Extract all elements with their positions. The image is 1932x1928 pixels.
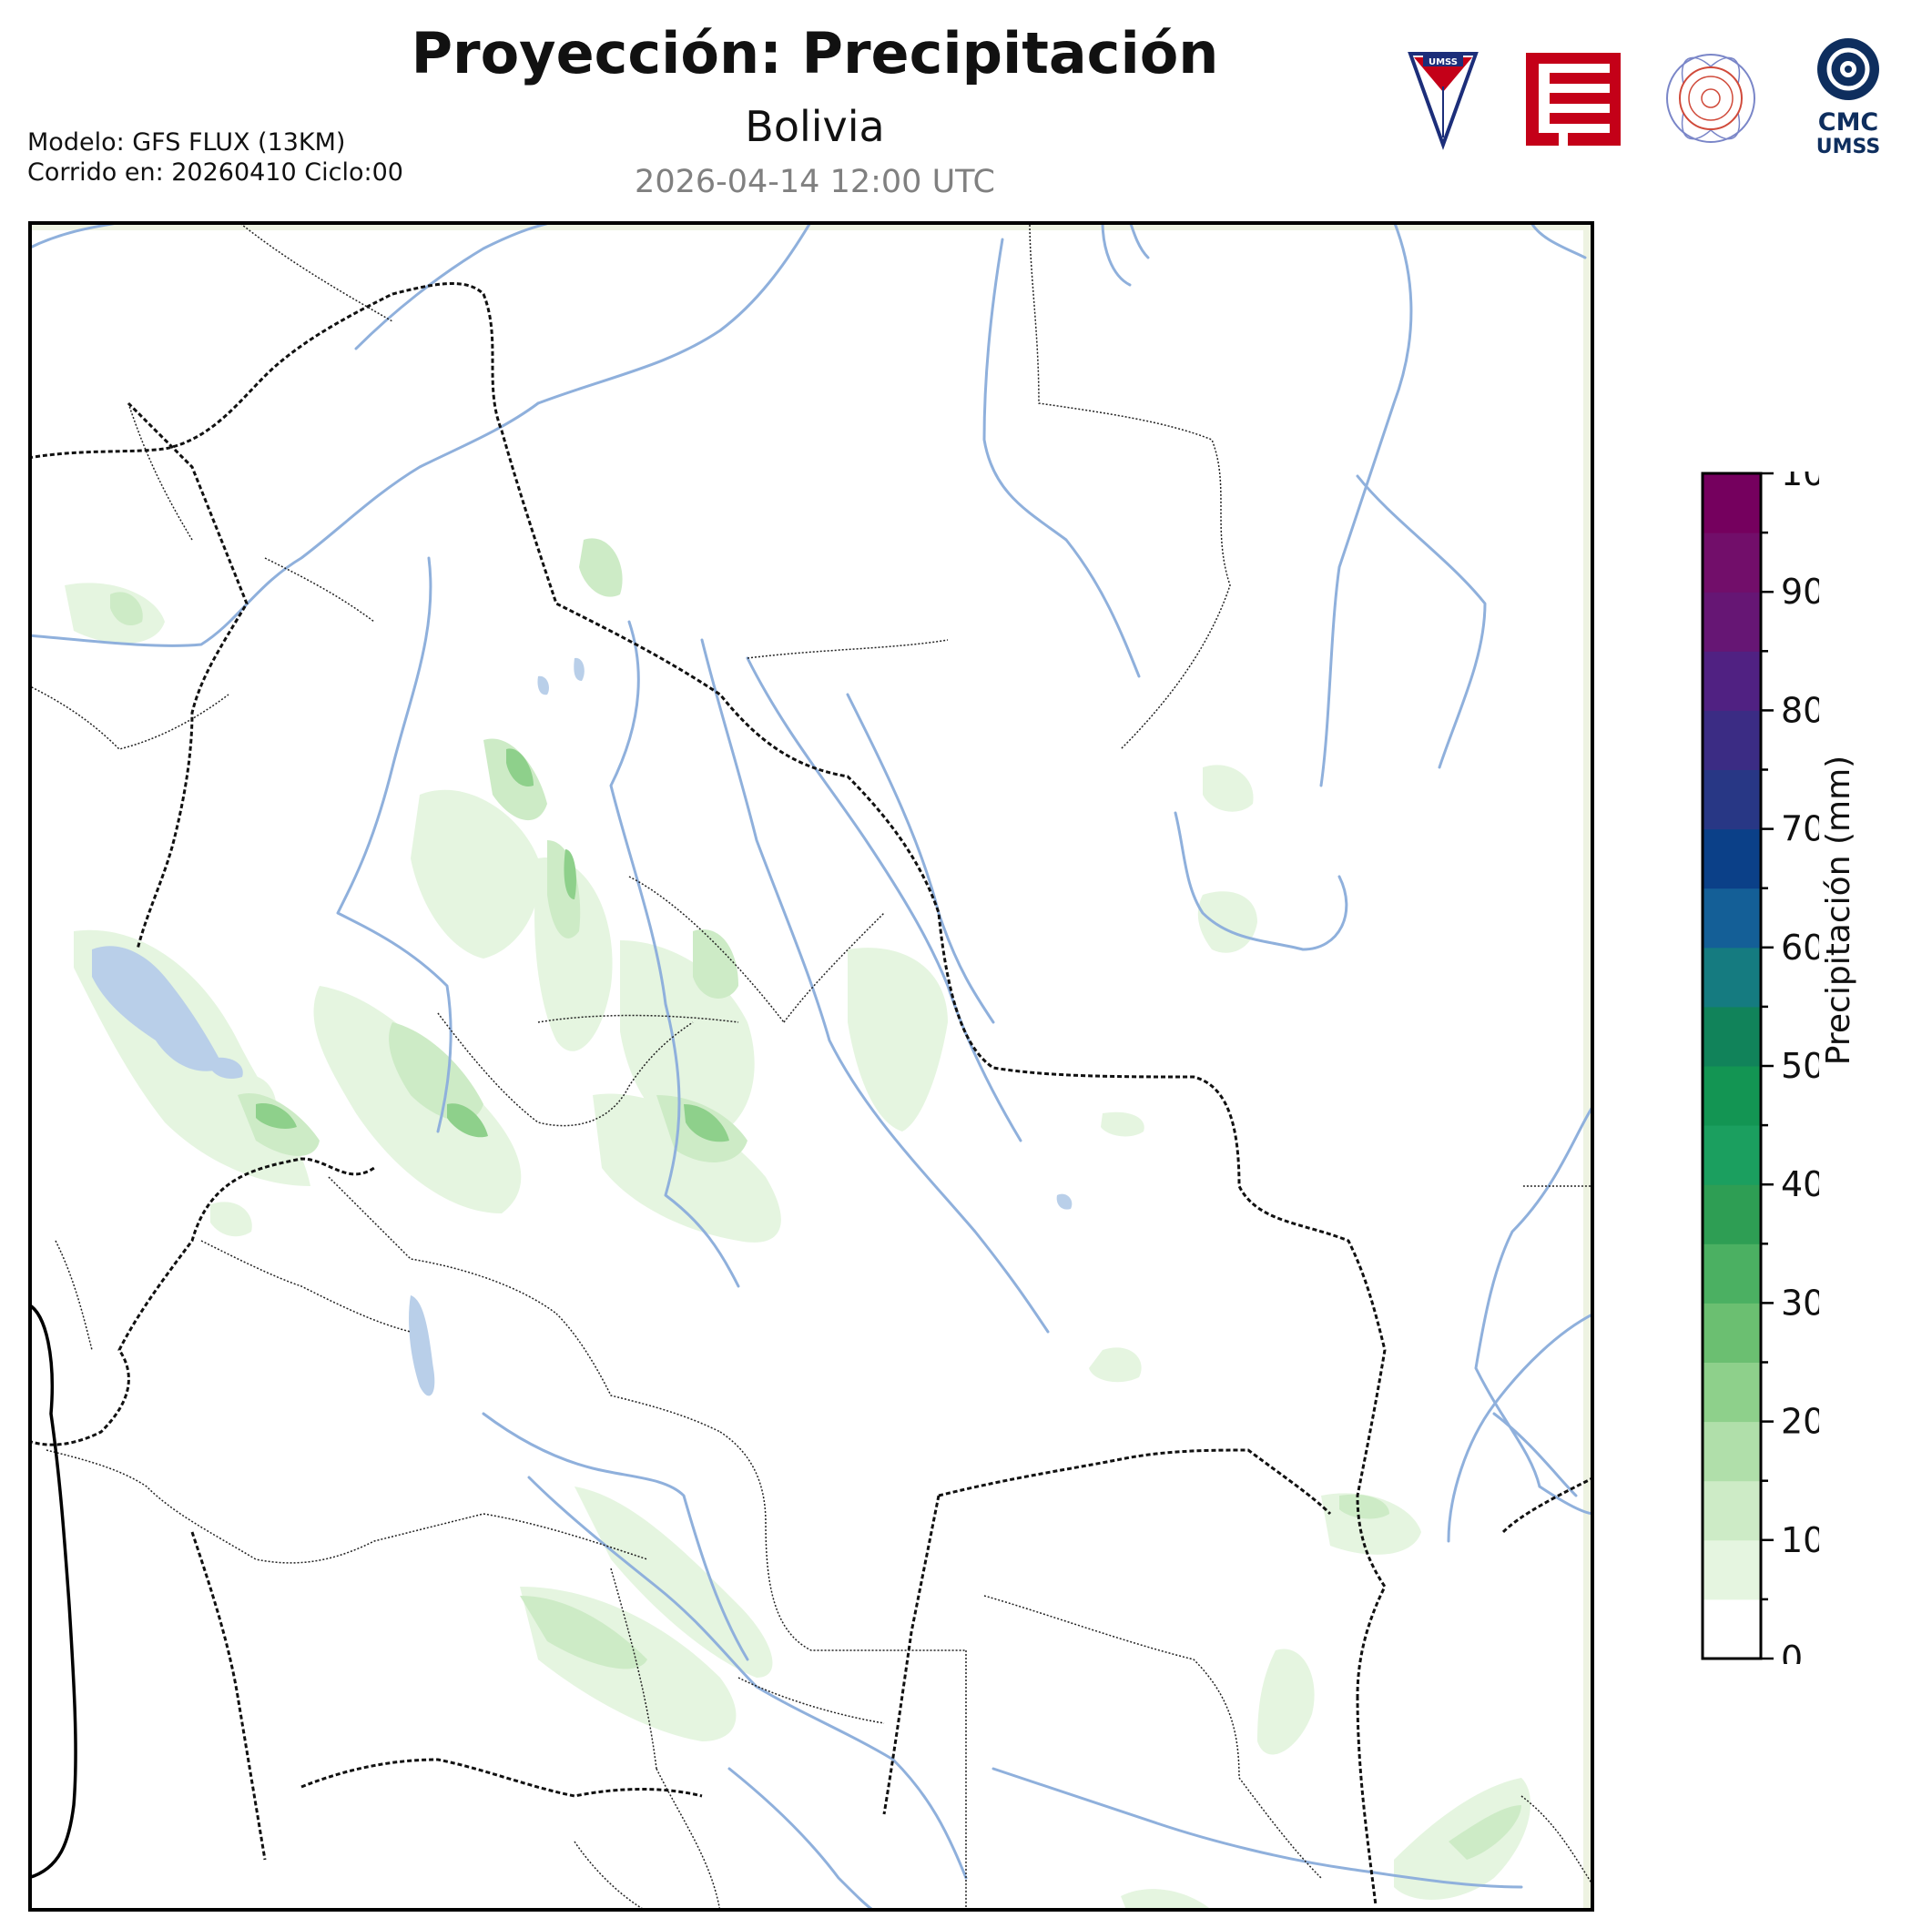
colorbar-tick-label: 100 bbox=[1781, 472, 1819, 493]
rivers bbox=[28, 221, 1594, 1912]
red-greek-key-logo bbox=[1526, 53, 1621, 146]
department-borders bbox=[28, 221, 1594, 1912]
colorbar: 0 10 20 30 40 50 60 70 80 90 100 bbox=[1701, 472, 1819, 1664]
model-info: Modelo: GFS FLUX (13KM) Corrido en: 2026… bbox=[27, 127, 403, 188]
colorbar-swatch bbox=[1703, 710, 1761, 770]
umss-shield-logo: UMSS bbox=[1408, 52, 1479, 150]
colorbar-tick-label: 60 bbox=[1781, 928, 1819, 968]
colorbar-swatch bbox=[1703, 888, 1761, 949]
colorbar-swatch bbox=[1703, 1066, 1761, 1126]
colorbar-swatch bbox=[1703, 651, 1761, 711]
colorbar-tick-label: 80 bbox=[1781, 690, 1819, 730]
map-frame bbox=[28, 221, 1594, 1912]
colorbar-swatch bbox=[1703, 1539, 1761, 1600]
colorbar-tick-label: 50 bbox=[1781, 1046, 1819, 1086]
colorbar-swatch bbox=[1703, 1243, 1761, 1304]
colorbar-swatch bbox=[1703, 1480, 1761, 1541]
colorbar-tick-label: 70 bbox=[1781, 809, 1819, 849]
colorbar-tick-label: 90 bbox=[1781, 572, 1819, 612]
coastline bbox=[28, 1303, 77, 1880]
colorbar-swatch bbox=[1703, 1006, 1761, 1067]
colorbar-tick-label: 40 bbox=[1781, 1164, 1819, 1204]
colorbar-swatch bbox=[1703, 947, 1761, 1008]
map-title: Proyección: Precipitación bbox=[411, 20, 1219, 86]
physics-department-seal-logo bbox=[1666, 54, 1755, 143]
colorbar-swatch bbox=[1703, 1125, 1761, 1185]
colorbar-tick-label: 20 bbox=[1781, 1402, 1819, 1442]
precip-heavy-areas bbox=[256, 748, 729, 1142]
country-borders bbox=[28, 282, 1594, 1906]
cmc-umss-logo: CMC UMSS bbox=[1816, 38, 1880, 157]
lakes bbox=[92, 657, 1073, 1396]
colorbar-swatch bbox=[1703, 473, 1761, 533]
run-line: Corrido en: 20260410 Ciclo:00 bbox=[27, 158, 403, 187]
colorbar-tick-label: 10 bbox=[1781, 1520, 1819, 1560]
map-subtitle: Bolivia bbox=[745, 102, 885, 151]
colorbar-swatch bbox=[1703, 1598, 1761, 1659]
colorbar-swatches bbox=[1703, 473, 1761, 1659]
colorbar-swatch bbox=[1703, 533, 1761, 593]
colorbar-swatch bbox=[1703, 1362, 1761, 1423]
colorbar-swatch bbox=[1703, 769, 1761, 830]
colorbar-tick-label: 0 bbox=[1781, 1639, 1803, 1664]
cmc-text: CMC bbox=[1818, 108, 1879, 137]
valid-datetime: 2026-04-14 12:00 UTC bbox=[635, 164, 995, 200]
colorbar-swatch bbox=[1703, 1184, 1761, 1244]
colorbar-ticks: 0 10 20 30 40 50 60 70 80 90 100 bbox=[1761, 472, 1819, 1664]
umss-shield-text: UMSS bbox=[1429, 57, 1458, 67]
precipitation-map bbox=[28, 221, 1594, 1912]
colorbar-swatch bbox=[1703, 828, 1761, 889]
colorbar-swatch bbox=[1703, 1421, 1761, 1482]
colorbar-tick-label: 30 bbox=[1781, 1283, 1819, 1323]
cmc-umss-text: UMSS bbox=[1816, 136, 1880, 157]
colorbar-label: Precipitación (mm) bbox=[1820, 755, 1857, 1066]
colorbar-swatch bbox=[1703, 1303, 1761, 1363]
model-line: Modelo: GFS FLUX (13KM) bbox=[27, 128, 346, 157]
colorbar-swatch bbox=[1703, 592, 1761, 652]
